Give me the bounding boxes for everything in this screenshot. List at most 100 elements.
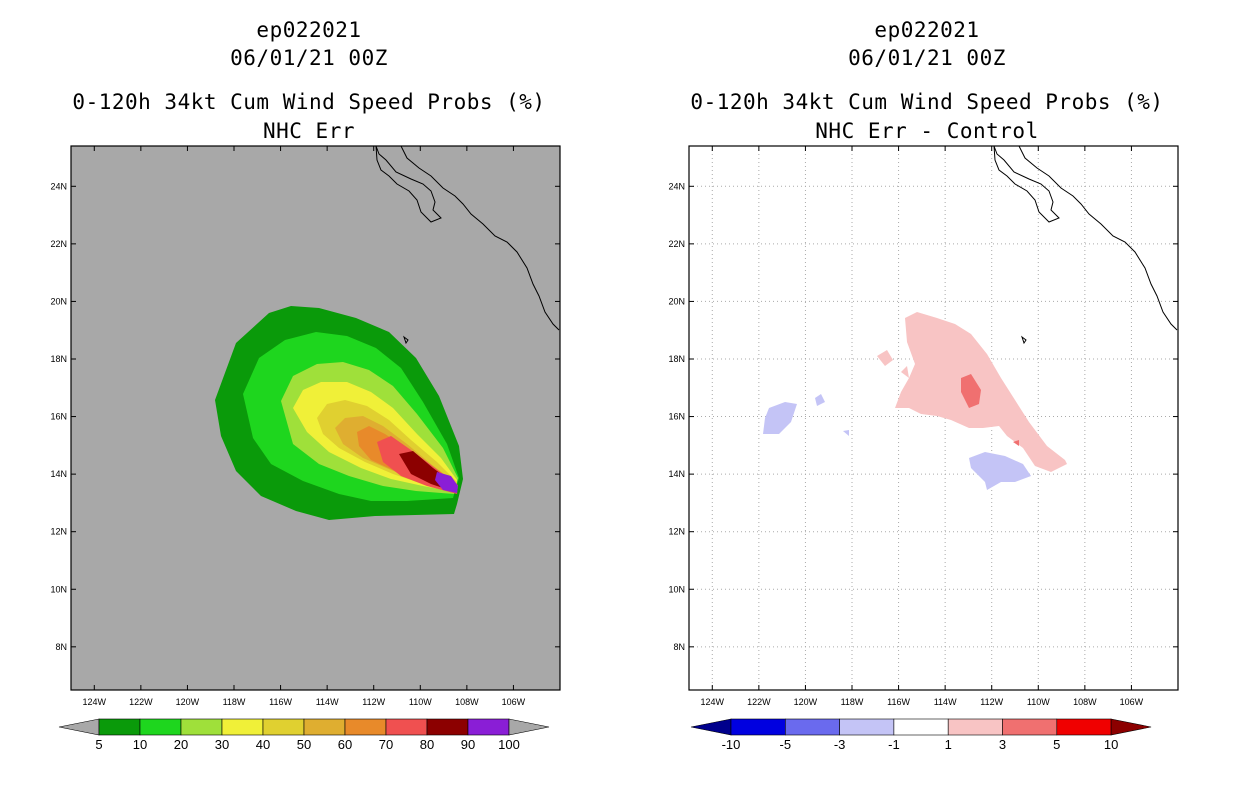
contour-90 xyxy=(435,472,458,493)
lon-tick-label: 106W xyxy=(1120,697,1144,707)
lat-tick-label: 16N xyxy=(668,412,685,422)
lon-tick-label: 116W xyxy=(269,697,292,707)
colorbar-label: 80 xyxy=(420,737,434,752)
diff-positive-small xyxy=(1013,440,1019,446)
lon-tick-label: 124W xyxy=(83,697,107,707)
colorbar-swatch xyxy=(221,718,264,736)
storm-id-title: ep022021 xyxy=(874,18,980,42)
colorbar-label: 90 xyxy=(461,737,475,752)
lon-tick-label: 118W xyxy=(223,697,246,707)
diff-negative-1-3 xyxy=(969,452,1031,490)
colorbar-label: 3 xyxy=(999,737,1006,752)
colorbar: 5 10 20 30 40 50 60 70 80 90 100 xyxy=(58,718,550,752)
colorbar-label: 70 xyxy=(379,737,393,752)
lon-tick-label: 116W xyxy=(887,697,910,707)
colorbar-swatch xyxy=(785,718,840,736)
colorbar-swatch xyxy=(893,718,949,736)
colorbar-under-arrow xyxy=(690,718,732,736)
lon-tick-label: 122W xyxy=(747,697,771,707)
diff-negative-small xyxy=(815,394,825,406)
colorbar-swatch xyxy=(139,718,182,736)
colorbar-label: 20 xyxy=(174,737,188,752)
colorbar-swatch xyxy=(467,718,510,736)
coastline xyxy=(993,145,1178,331)
lat-tick-label: 12N xyxy=(50,527,67,537)
lon-tick-label: 120W xyxy=(794,697,818,707)
colorbar: -10 -5 -3 -1 1 3 5 10 xyxy=(690,718,1152,752)
lon-tick-label: 108W xyxy=(1073,697,1097,707)
lat-tick-label: 12N xyxy=(668,527,685,537)
subtitle: NHC Err xyxy=(262,119,355,143)
lon-tick-label: 122W xyxy=(129,697,153,707)
colorbar-swatch xyxy=(426,718,469,736)
colorbar-swatch xyxy=(1002,718,1058,736)
axis-ticks: 124W 122W 120W 118W 116W 114W 112W 110W 108W 106W… xyxy=(668,146,1178,707)
lat-tick-label: 22N xyxy=(668,239,685,249)
lon-tick-label: 118W xyxy=(841,697,864,707)
lat-tick-label: 20N xyxy=(668,296,685,306)
lon-tick-label: 114W xyxy=(934,697,957,707)
panel-difference: ep022021 06/01/21 00Z 0-120h 34kt Cum Wi… xyxy=(618,0,1236,800)
diff-negative-small xyxy=(843,430,849,436)
colorbar-swatch xyxy=(262,718,305,736)
colorbar-swatch xyxy=(730,718,786,736)
colorbar-swatch xyxy=(385,718,428,736)
lat-tick-label: 18N xyxy=(50,354,67,364)
colorbar-swatch xyxy=(1056,718,1112,736)
lat-tick-label: 22N xyxy=(50,239,67,249)
lon-tick-label: 112W xyxy=(362,697,385,707)
lon-tick-label: 106W xyxy=(502,697,526,707)
lon-tick-label: 120W xyxy=(176,697,200,707)
diff-positive-1-3 xyxy=(895,312,1067,472)
colorbar-swatch xyxy=(839,718,895,736)
colorbar-label: -1 xyxy=(888,737,900,752)
lon-tick-label: 108W xyxy=(455,697,479,707)
lon-tick-label: 112W xyxy=(980,697,1003,707)
colorbar-label: -3 xyxy=(834,737,846,752)
lat-tick-label: 8N xyxy=(55,642,67,652)
axis-ticks: 124W 122W 120W 118W 116W 114W 112W 110W 108W 106W… xyxy=(50,146,560,707)
colorbar-label: -5 xyxy=(780,737,792,752)
colorbar-label: 5 xyxy=(95,737,102,752)
island xyxy=(403,335,409,345)
colorbar-label: 1 xyxy=(945,737,952,752)
colorbar-swatch xyxy=(947,718,1003,736)
colorbar-label: -10 xyxy=(722,737,741,752)
colorbar-label: 60 xyxy=(338,737,352,752)
panel-probability: ep022021 06/01/21 00Z 0-120h 34kt Cum Wi… xyxy=(50,18,561,752)
map-frame xyxy=(70,145,561,691)
colorbar-label: 10 xyxy=(1104,737,1118,752)
colorbar-label: 100 xyxy=(498,737,520,752)
diff-positive-small xyxy=(901,366,909,378)
colorbar-swatch xyxy=(98,718,141,736)
lat-tick-label: 10N xyxy=(50,584,67,594)
lat-tick-label: 18N xyxy=(668,354,685,364)
lat-tick-label: 14N xyxy=(668,469,685,479)
lon-tick-label: 124W xyxy=(701,697,725,707)
colorbar-over-arrow xyxy=(1110,718,1152,736)
lat-tick-label: 10N xyxy=(668,584,685,594)
colorbar-label: 5 xyxy=(1053,737,1060,752)
colorbar-under-arrow xyxy=(58,718,100,736)
product-title: 0-120h 34kt Cum Wind Speed Probs (%) xyxy=(690,90,1164,114)
colorbar-label: 40 xyxy=(256,737,270,752)
map-frame xyxy=(688,145,1179,691)
colorbar-swatch xyxy=(303,718,346,736)
difference-map: 124W 122W 120W 118W 116W 114W 112W 110W 108W 106W… xyxy=(668,145,1179,752)
colorbar-label: 30 xyxy=(215,737,229,752)
colorbar-swatch xyxy=(180,718,223,736)
diff-negative-1-3 xyxy=(763,402,797,434)
lat-tick-label: 20N xyxy=(50,296,67,306)
colorbar-label: 50 xyxy=(297,737,311,752)
subtitle: NHC Err - Control xyxy=(815,119,1039,143)
colorbar-swatch xyxy=(344,718,387,736)
coastline xyxy=(375,145,560,331)
product-title: 0-120h 34kt Cum Wind Speed Probs (%) xyxy=(72,90,546,114)
island xyxy=(1021,335,1027,345)
datetime-title: 06/01/21 00Z xyxy=(230,46,388,70)
lat-tick-label: 24N xyxy=(50,181,67,191)
lon-tick-label: 110W xyxy=(1027,697,1050,707)
diff-positive-3-5 xyxy=(961,374,981,408)
lat-tick-label: 16N xyxy=(50,412,67,422)
lat-tick-label: 8N xyxy=(673,642,685,652)
